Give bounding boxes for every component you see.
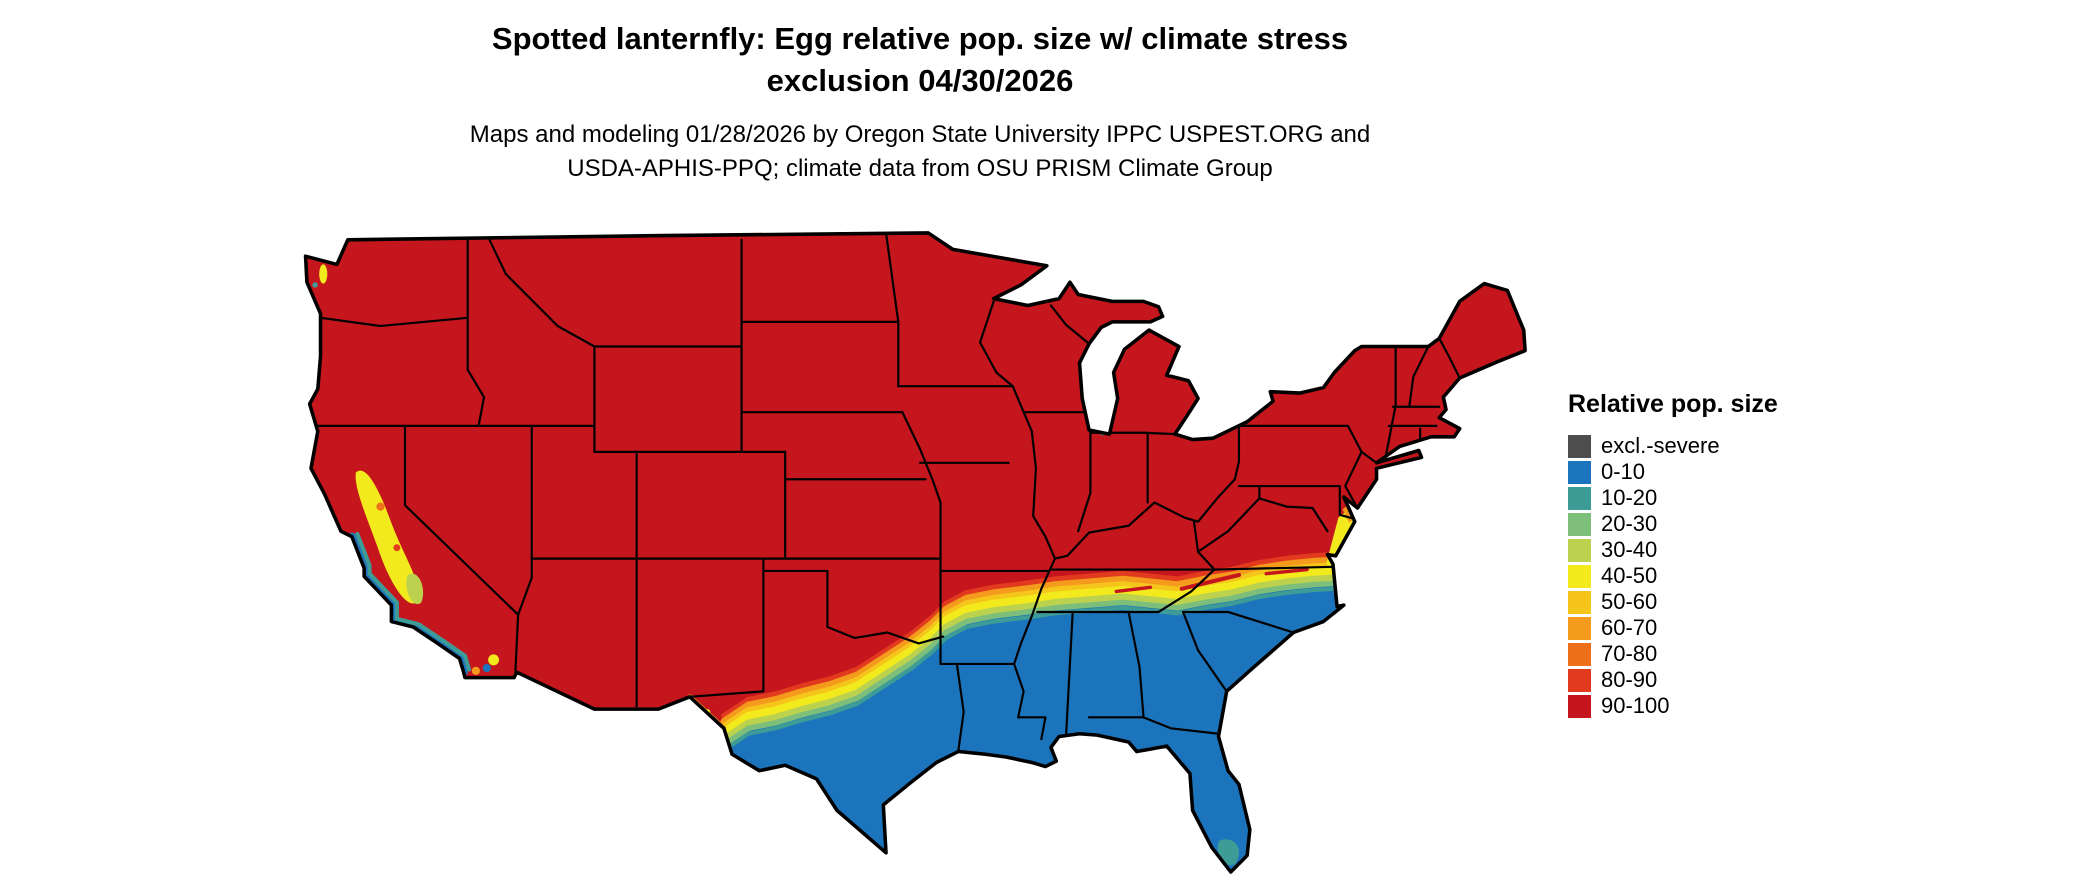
title-line-2: exclusion 04/30/2026 bbox=[766, 63, 1074, 98]
legend-item: 60-70 bbox=[1568, 615, 1848, 641]
subtitle-line-1: Maps and modeling 01/28/2026 by Oregon S… bbox=[469, 121, 1371, 148]
legend-swatch bbox=[1568, 564, 1591, 588]
legend-label: 0-10 bbox=[1601, 459, 1646, 484]
central-valley-patch bbox=[355, 470, 419, 604]
legend-swatch bbox=[1568, 460, 1591, 484]
legend-item: 10-20 bbox=[1568, 485, 1848, 511]
high-risk-fill bbox=[305, 232, 1526, 872]
legend-swatch bbox=[1568, 512, 1591, 536]
legend-swatch bbox=[1568, 538, 1591, 562]
appalachian-streak bbox=[1179, 572, 1241, 591]
legend-item: excl.-severe bbox=[1568, 433, 1848, 459]
legend-label: 90-100 bbox=[1601, 693, 1670, 718]
legend-title: Relative pop. size bbox=[1568, 390, 1778, 418]
legend-swatch bbox=[1568, 616, 1591, 640]
legend-label: 20-30 bbox=[1601, 511, 1658, 536]
title-block: Spotted lanternfly: Egg relative pop. si… bbox=[0, 18, 1840, 186]
legend-swatch bbox=[1568, 668, 1591, 692]
legend-item: 0-10 bbox=[1568, 459, 1848, 485]
us-risk-map bbox=[296, 222, 1536, 887]
page-title: Spotted lanternfly: Egg relative pop. si… bbox=[0, 18, 1840, 102]
legend-item: 80-90 bbox=[1568, 667, 1848, 693]
legend-item: 50-60 bbox=[1568, 589, 1848, 615]
us-map-svg bbox=[303, 231, 1527, 874]
puget-detail bbox=[312, 264, 328, 288]
salton-patch bbox=[488, 654, 500, 666]
legend-item: 90-100 bbox=[1568, 693, 1848, 719]
legend-swatch bbox=[1568, 642, 1591, 666]
legend-label: 30-40 bbox=[1601, 537, 1658, 562]
legend-swatch bbox=[1568, 434, 1591, 458]
low-risk-fill bbox=[723, 566, 1344, 872]
legend-label: 60-70 bbox=[1601, 615, 1658, 640]
legend-swatch bbox=[1568, 486, 1591, 510]
subtitle-line-2: USDA-APHIS-PPQ; climate data from OSU PR… bbox=[567, 155, 1273, 182]
legend-item: 30-40 bbox=[1568, 537, 1848, 563]
legend-label: 10-20 bbox=[1601, 485, 1658, 510]
legend-item: 20-30 bbox=[1568, 511, 1848, 537]
legend-label: 50-60 bbox=[1601, 589, 1658, 614]
legend-label: 80-90 bbox=[1601, 667, 1658, 692]
legend-label: excl.-severe bbox=[1601, 433, 1720, 458]
map-fill-layer bbox=[305, 232, 1526, 872]
south-florida-detail bbox=[1217, 839, 1240, 866]
state-borders bbox=[316, 232, 1461, 753]
us-outline bbox=[303, 231, 1527, 874]
legend-item: 70-80 bbox=[1568, 641, 1848, 667]
legend: Relative pop. size excl.-severe 0-10 10-… bbox=[1568, 390, 1848, 719]
legend-label: 40-50 bbox=[1601, 563, 1658, 588]
title-line-1: Spotted lanternfly: Egg relative pop. si… bbox=[491, 21, 1349, 56]
page-subtitle: Maps and modeling 01/28/2026 by Oregon S… bbox=[0, 118, 1840, 186]
legend-swatch bbox=[1568, 590, 1591, 614]
legend-label: 70-80 bbox=[1601, 641, 1658, 666]
legend-swatch bbox=[1568, 694, 1591, 718]
legend-item: 40-50 bbox=[1568, 563, 1848, 589]
